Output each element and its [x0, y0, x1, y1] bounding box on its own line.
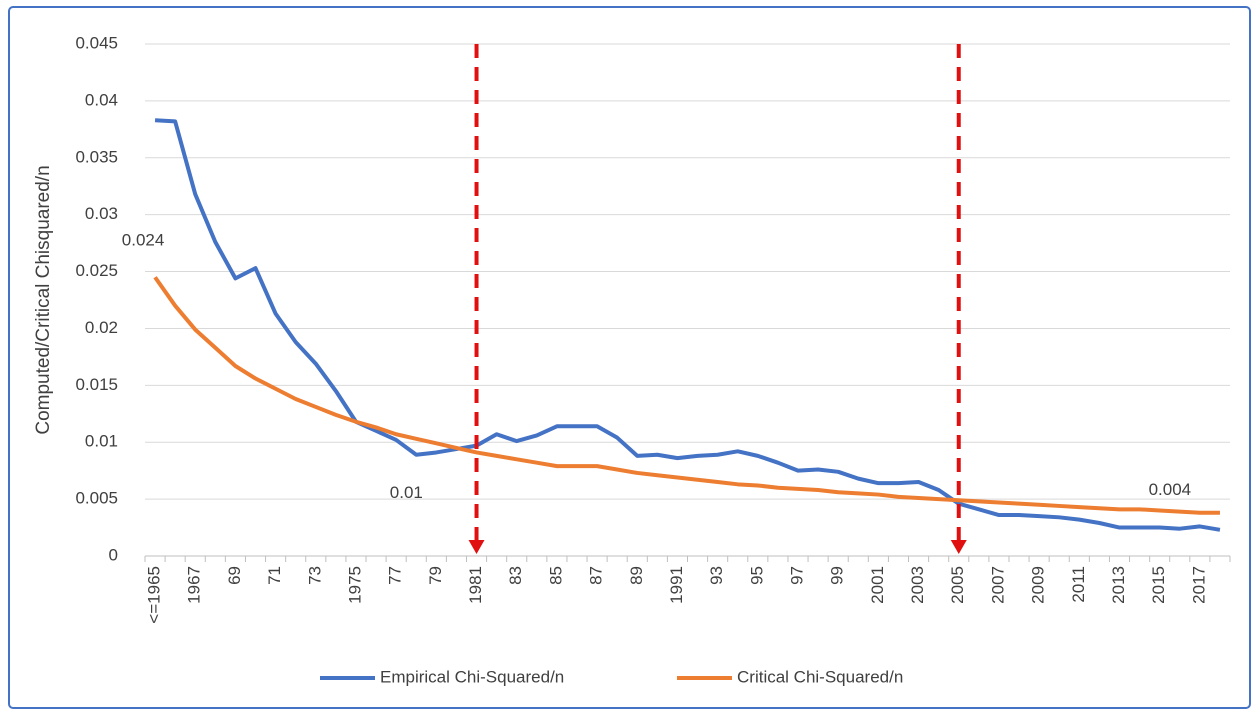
y-tick-label: 0.045	[75, 33, 118, 52]
x-tick-label: 69	[225, 566, 244, 585]
annotation: 0.024	[122, 231, 165, 250]
x-tick-label: 87	[587, 566, 606, 585]
y-axis-label: Computed/Critical Chisquared/n	[33, 165, 54, 434]
series-line	[154, 118, 1221, 532]
x-tick-label: 1991	[667, 566, 686, 604]
x-tick-label: 1975	[345, 566, 364, 604]
x-tick-label: 1967	[185, 566, 204, 604]
y-tick-label: 0.025	[75, 261, 118, 280]
x-tick-label: 79	[426, 566, 445, 585]
x-tick-label: 2001	[868, 566, 887, 604]
x-tick-label: 93	[707, 566, 726, 585]
y-tick-label: 0	[109, 545, 118, 564]
x-tick-label: 89	[627, 566, 646, 585]
x-tick-label: 85	[546, 566, 565, 585]
x-tick-label: 97	[787, 566, 806, 585]
x-tick-label: 99	[828, 566, 847, 585]
x-tick-label: 2007	[988, 566, 1007, 604]
x-tick-label: <=1965	[145, 566, 164, 624]
x-tick-label: 2013	[1109, 566, 1128, 604]
legend-label: Critical Chi-Squared/n	[737, 667, 903, 686]
x-tick-label: 2009	[1029, 566, 1048, 604]
x-tick-label: 1981	[466, 566, 485, 604]
x-tick-label: 2005	[948, 566, 967, 604]
annotation: 0.004	[1149, 480, 1192, 499]
y-tick-label: 0.02	[85, 318, 118, 337]
x-tick-label: 71	[265, 566, 284, 585]
x-tick-label: 83	[506, 566, 525, 585]
annotation: 0.01	[390, 483, 423, 502]
reference-arrowhead	[950, 540, 967, 554]
y-tick-label: 0.005	[75, 489, 118, 508]
series-line	[153, 276, 1220, 515]
x-tick-label: 95	[747, 566, 766, 585]
x-tick-label: 2017	[1189, 566, 1208, 604]
frame	[8, 6, 1251, 709]
reference-arrowhead	[468, 540, 485, 554]
y-tick-label: 0.01	[85, 432, 118, 451]
y-tick-label: 0.04	[85, 90, 118, 109]
legend-label: Empirical Chi-Squared/n	[380, 667, 564, 686]
x-tick-label: 73	[305, 566, 324, 585]
y-tick-label: 0.015	[75, 375, 118, 394]
x-tick-label: 77	[386, 566, 405, 585]
x-tick-label: 2011	[1069, 566, 1088, 603]
x-tick-label: 2003	[908, 566, 927, 604]
x-tick-label: 2015	[1149, 566, 1168, 604]
y-tick-label: 0.03	[85, 204, 118, 223]
y-tick-label: 0.035	[75, 147, 118, 166]
